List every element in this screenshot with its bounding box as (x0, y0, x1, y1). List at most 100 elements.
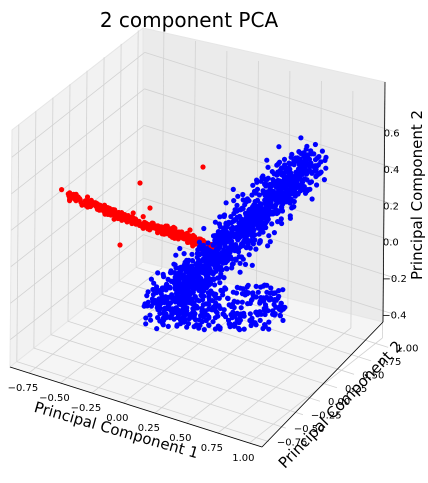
blue-point (196, 239, 202, 245)
red-point (147, 205, 153, 211)
blue-point (163, 287, 169, 293)
blue-point (176, 270, 182, 276)
blue-point (186, 267, 192, 273)
blue-point (254, 179, 260, 185)
blue-point (302, 159, 308, 165)
y-tick-label: 0.25 (345, 384, 367, 395)
blue-point (210, 242, 216, 248)
blue-point (272, 290, 278, 296)
blue-point (278, 193, 284, 200)
blue-point (257, 317, 263, 323)
blue-point (308, 148, 314, 154)
blue-point (257, 213, 263, 219)
blue-point (215, 323, 221, 329)
blue-point (241, 233, 247, 239)
red-point (108, 212, 114, 218)
blue-point (232, 207, 238, 213)
blue-point (314, 182, 320, 188)
blue-point (227, 321, 233, 327)
z-gridline-side (9, 234, 144, 340)
blue-point (273, 297, 279, 303)
red-point (131, 216, 137, 222)
blue-point (217, 305, 223, 311)
blue-point (206, 292, 212, 298)
y-tick-label: 0.50 (362, 370, 384, 381)
blue-point (222, 259, 228, 265)
y-gridline-side (50, 97, 54, 335)
blue-point (301, 184, 307, 190)
blue-point (240, 256, 246, 262)
blue-point (196, 287, 202, 293)
red-point (143, 220, 149, 227)
blue-point (222, 285, 228, 291)
blue-point (219, 267, 225, 273)
blue-point (187, 278, 193, 284)
y-gridline-floor (67, 320, 321, 402)
blue-point (211, 249, 217, 255)
blue-point (185, 288, 192, 294)
blue-point (248, 318, 254, 324)
blue-point (203, 253, 209, 259)
blue-point (282, 162, 288, 168)
blue-point (213, 260, 219, 266)
x-tick-label: −0.25 (71, 403, 102, 414)
blue-point (191, 300, 197, 306)
blue-point (247, 245, 253, 251)
blue-point (200, 302, 206, 308)
red-point (117, 210, 123, 216)
x-gridline-floor (186, 317, 320, 424)
blue-point (287, 200, 293, 206)
blue-point (309, 170, 315, 176)
blue-point (195, 277, 201, 283)
blue-point (270, 177, 276, 183)
blue-point (189, 251, 195, 257)
blue-point (262, 311, 268, 318)
blue-point (189, 258, 196, 264)
blue-point (242, 216, 248, 222)
blue-point (289, 151, 295, 157)
red-point (103, 208, 109, 214)
blue-point (143, 321, 149, 327)
blue-point (190, 290, 196, 296)
x-gridline-back (382, 100, 385, 339)
blue-point (236, 235, 242, 241)
blue-point (233, 225, 239, 231)
blue-point (241, 326, 247, 332)
blue-point (175, 293, 181, 299)
blue-point (230, 261, 236, 267)
blue-point (198, 313, 204, 319)
blue-point (155, 270, 161, 276)
x-gridline-floor (28, 267, 163, 374)
blue-point (201, 225, 207, 232)
blue-point (160, 315, 166, 321)
z-tick-label: 0.6 (384, 128, 400, 139)
y-tick-label: 1.00 (396, 343, 418, 354)
blue-point (219, 230, 225, 236)
blue-point (177, 245, 183, 252)
x-tick-label: 0.75 (201, 443, 223, 454)
blue-point (286, 177, 293, 183)
blue-point (157, 306, 163, 312)
blue-point (313, 167, 319, 173)
blue-point (180, 288, 186, 294)
blue-point (266, 326, 272, 332)
blue-point (186, 272, 192, 278)
x-gridline-floor (217, 327, 352, 434)
blue-point (298, 135, 304, 141)
y-tick-label: 0.75 (379, 357, 401, 368)
red-point (133, 221, 139, 227)
blue-point (229, 265, 235, 271)
blue-point (160, 322, 166, 328)
y-gridline-side (84, 70, 88, 308)
z-tick-label: 0.2 (383, 201, 399, 212)
blue-point (194, 305, 201, 311)
blue-point (245, 222, 251, 229)
blue-point (184, 257, 190, 263)
blue-point (161, 309, 167, 315)
blue-point (210, 319, 216, 325)
blue-point (257, 238, 263, 244)
blue-point (201, 327, 207, 333)
red-point (187, 227, 193, 233)
blue-point (286, 194, 292, 200)
